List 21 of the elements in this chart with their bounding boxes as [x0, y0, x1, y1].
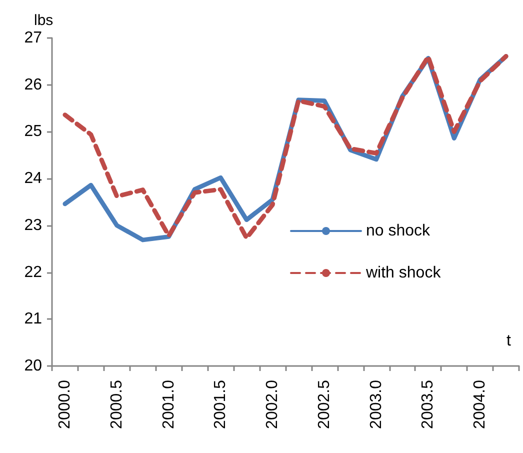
y-tick-label: 21	[24, 310, 42, 328]
y-tick-label: 26	[24, 76, 42, 94]
y-tick-label: 24	[24, 170, 42, 188]
y-axis-title: lbs	[34, 12, 54, 29]
y-tick-label: 22	[24, 264, 42, 281]
x-tick-label: 2002.5	[316, 380, 333, 429]
x-tick-label: 2002.0	[264, 380, 282, 429]
x-tick-label: 2000.5	[108, 380, 126, 429]
x-axis-title: t	[506, 332, 512, 350]
x-tick-label: 2000.0	[56, 380, 74, 429]
y-tick-label: 25	[24, 123, 42, 140]
y-tick-label: 27	[24, 30, 42, 46]
x-tick-label: 2004.0	[472, 380, 489, 429]
x-tick-label: 2003.5	[420, 380, 437, 429]
y-tick-label: 20	[24, 358, 42, 374]
y-tick-label: 23	[24, 216, 42, 234]
legend-label: no shock	[366, 222, 432, 240]
x-tick-label: 2001.0	[160, 380, 178, 429]
x-tick-label: 2003.0	[368, 380, 385, 429]
legend-label: with shock	[365, 264, 442, 282]
x-tick-label: 2001.5	[212, 380, 230, 429]
